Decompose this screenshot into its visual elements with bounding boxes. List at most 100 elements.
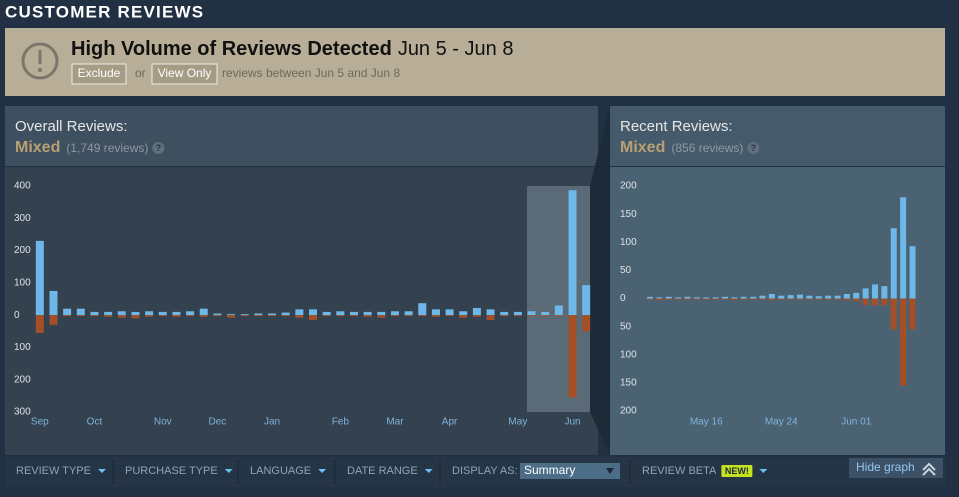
bar bbox=[240, 315, 249, 317]
bar bbox=[404, 311, 413, 316]
filter-bar bbox=[5, 457, 945, 487]
y-tick-label: 0 bbox=[14, 310, 20, 321]
bar bbox=[665, 298, 672, 300]
y-tick-label: 100 bbox=[14, 277, 31, 288]
bar bbox=[853, 292, 860, 299]
bar bbox=[740, 296, 747, 299]
beta-label[interactable]: REVIEW BETA bbox=[642, 465, 717, 477]
alert-icon-dot bbox=[38, 68, 42, 72]
chevron-icon bbox=[922, 462, 936, 471]
bar bbox=[131, 315, 140, 319]
dropdown-arrow bbox=[97, 469, 106, 473]
bar bbox=[656, 297, 663, 299]
y-tick-label: 200 bbox=[14, 374, 31, 385]
bar bbox=[568, 315, 577, 398]
bar bbox=[76, 308, 85, 316]
bar bbox=[881, 286, 888, 299]
filter-dropdown[interactable]: DATE RANGE bbox=[347, 465, 418, 477]
x-tick-label: Feb bbox=[332, 417, 350, 428]
bar bbox=[336, 311, 345, 316]
bar bbox=[806, 295, 813, 299]
help-label[interactable]: ? bbox=[156, 143, 162, 153]
y-tick-label: 400 bbox=[14, 181, 31, 192]
x-tick-label: Jun 01 bbox=[841, 417, 871, 428]
bar bbox=[322, 315, 331, 317]
x-tick-label: May 16 bbox=[690, 417, 723, 428]
display-select[interactable] bbox=[520, 463, 620, 479]
x-tick-label: Mar bbox=[386, 417, 404, 428]
display-value[interactable]: Summary bbox=[524, 463, 575, 477]
bar bbox=[900, 197, 907, 299]
bar bbox=[227, 314, 236, 316]
exclude-label[interactable]: Exclude bbox=[78, 66, 121, 80]
bar bbox=[684, 296, 691, 299]
bar bbox=[76, 315, 85, 317]
dropdown-arrow bbox=[224, 469, 233, 473]
hide-graph-button[interactable] bbox=[849, 458, 943, 478]
bar bbox=[675, 298, 682, 300]
bar bbox=[49, 315, 58, 325]
y-tick-label: 100 bbox=[14, 342, 31, 353]
exclude-button[interactable] bbox=[71, 63, 127, 85]
filter-dropdown[interactable]: LANGUAGE bbox=[250, 465, 311, 477]
review-summary: Mixed bbox=[620, 139, 665, 156]
bar bbox=[513, 315, 522, 317]
bar bbox=[825, 295, 832, 299]
bar bbox=[731, 297, 738, 299]
bar bbox=[554, 315, 563, 317]
bar bbox=[172, 311, 181, 316]
new-badge-label: NEW! bbox=[725, 466, 749, 476]
x-tick-label: Oct bbox=[87, 417, 103, 428]
bar bbox=[721, 298, 728, 300]
bar bbox=[750, 298, 757, 300]
bar bbox=[582, 315, 591, 332]
selection-connector bbox=[590, 106, 610, 455]
view-only-button[interactable] bbox=[151, 63, 218, 85]
panel-title: Recent Reviews: bbox=[620, 118, 733, 135]
bar bbox=[145, 311, 154, 316]
bar bbox=[186, 315, 195, 317]
bar bbox=[254, 313, 263, 316]
bar bbox=[240, 314, 249, 316]
view-only-label[interactable]: View Only bbox=[158, 66, 212, 80]
bar bbox=[646, 298, 653, 300]
bar bbox=[213, 315, 222, 317]
bar bbox=[843, 294, 850, 299]
y-tick-label: 150 bbox=[620, 209, 637, 220]
bar bbox=[815, 298, 822, 300]
bar bbox=[909, 246, 916, 299]
bar bbox=[815, 296, 822, 299]
bar bbox=[377, 311, 386, 316]
alert-icon-bar bbox=[38, 50, 42, 64]
dropdown-arrow bbox=[424, 469, 433, 473]
bar bbox=[404, 315, 413, 317]
help-label[interactable]: ? bbox=[751, 143, 757, 153]
x-tick-label: Jun bbox=[564, 417, 580, 428]
help-icon[interactable] bbox=[747, 142, 760, 154]
bar bbox=[104, 315, 113, 317]
bar bbox=[568, 190, 577, 316]
dropdown-arrow bbox=[318, 469, 327, 473]
filter-dropdown[interactable]: REVIEW TYPE bbox=[16, 465, 91, 477]
dropdown-arrow bbox=[759, 469, 768, 473]
filter-dropdown[interactable]: PURCHASE TYPE bbox=[125, 465, 218, 477]
bar bbox=[213, 313, 222, 316]
selection-highlight bbox=[527, 186, 590, 412]
bar bbox=[778, 298, 785, 300]
bar bbox=[486, 309, 495, 316]
bar bbox=[872, 298, 879, 306]
x-tick-label: May bbox=[508, 417, 527, 428]
bar bbox=[582, 285, 591, 316]
bar bbox=[158, 311, 167, 316]
bar bbox=[390, 315, 399, 317]
bar bbox=[684, 298, 691, 300]
bar bbox=[186, 311, 195, 316]
bar bbox=[527, 311, 536, 316]
bar bbox=[90, 311, 99, 316]
bar bbox=[703, 298, 710, 300]
hide-graph-label[interactable]: Hide graph bbox=[856, 460, 915, 474]
bar bbox=[459, 311, 468, 316]
bar bbox=[513, 311, 522, 316]
help-icon[interactable] bbox=[152, 142, 165, 154]
